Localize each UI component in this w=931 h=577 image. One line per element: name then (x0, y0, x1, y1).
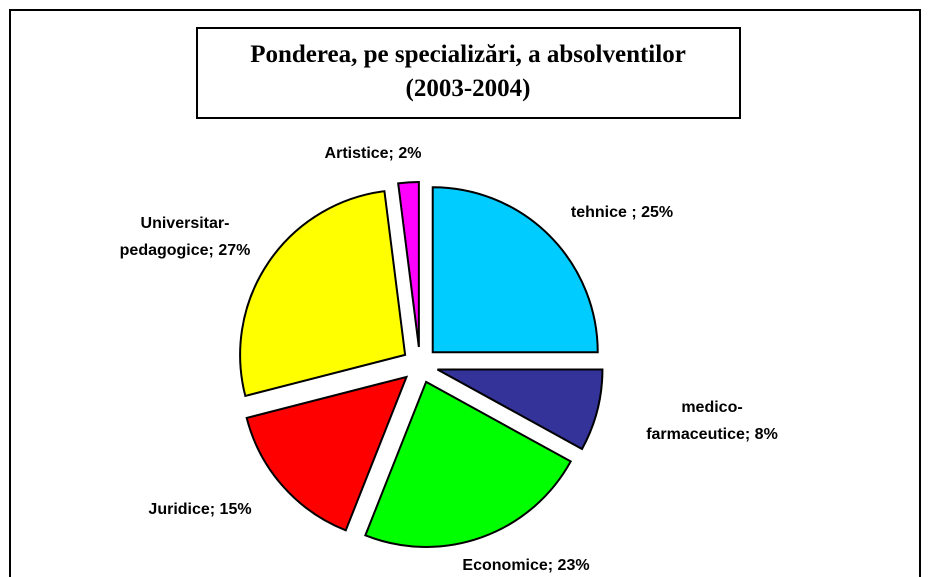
pie-slice (436, 368, 604, 451)
pie-slice (431, 186, 599, 354)
pie-slice (364, 380, 573, 548)
title-box (196, 27, 741, 119)
pie-slice (245, 375, 409, 532)
data-label: Juridice; 15% (148, 501, 251, 518)
data-label: Universitar-pedagogice; 27% (120, 215, 251, 259)
pie-slice (397, 181, 420, 348)
chart-title: Ponderea, pe specializări, a absolventil… (250, 41, 686, 102)
data-label: Artistice; 2% (325, 145, 422, 162)
data-label: tehnice ; 25% (571, 204, 673, 221)
data-label: Economice; 23% (462, 557, 589, 574)
pie-slice (239, 190, 407, 398)
data-label: medico-farmaceutice; 8% (646, 399, 778, 443)
